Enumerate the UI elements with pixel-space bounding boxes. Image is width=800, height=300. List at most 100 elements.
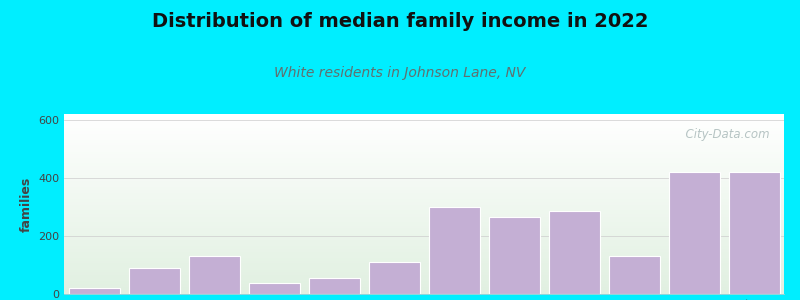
Bar <box>64 251 784 252</box>
Bar <box>64 281 784 282</box>
Bar <box>64 248 784 249</box>
Bar <box>64 148 784 149</box>
Bar <box>64 133 784 134</box>
Bar <box>64 157 784 158</box>
Bar <box>64 236 784 237</box>
Bar <box>64 276 784 277</box>
Bar <box>64 270 784 271</box>
Bar <box>309 278 359 294</box>
Bar <box>669 172 719 294</box>
Bar <box>64 200 784 201</box>
Bar <box>64 117 784 118</box>
Bar <box>64 198 784 199</box>
Bar <box>64 144 784 145</box>
Bar <box>64 246 784 247</box>
Bar <box>369 262 419 294</box>
Bar <box>64 263 784 264</box>
Bar <box>64 221 784 222</box>
Bar <box>64 114 784 115</box>
Bar <box>64 231 784 232</box>
Bar <box>64 118 784 119</box>
Bar <box>64 240 784 241</box>
Bar <box>64 146 784 147</box>
Bar <box>64 247 784 248</box>
Bar <box>64 245 784 246</box>
Bar <box>64 286 784 287</box>
Bar <box>64 184 784 185</box>
Bar <box>64 272 784 273</box>
Bar <box>64 142 784 143</box>
Bar <box>64 134 784 135</box>
Bar <box>64 204 784 205</box>
Bar <box>64 197 784 198</box>
Bar <box>64 277 784 278</box>
Bar <box>64 116 784 117</box>
Bar <box>64 225 784 226</box>
Bar <box>64 207 784 208</box>
Bar <box>64 122 784 123</box>
Bar <box>64 273 784 274</box>
Bar <box>64 169 784 170</box>
Bar <box>64 254 784 255</box>
Bar <box>64 287 784 288</box>
Bar <box>64 206 784 207</box>
Bar <box>64 208 784 209</box>
Bar <box>64 261 784 262</box>
Bar <box>64 191 784 192</box>
Bar <box>64 250 784 251</box>
Bar <box>64 163 784 164</box>
Bar <box>64 237 784 238</box>
Bar <box>64 139 784 140</box>
Bar <box>64 159 784 160</box>
Bar <box>64 291 784 292</box>
Bar <box>64 229 784 230</box>
Bar <box>64 195 784 196</box>
Bar <box>64 166 784 167</box>
Bar <box>64 165 784 166</box>
Bar <box>64 228 784 229</box>
Bar <box>64 174 784 175</box>
Bar <box>729 172 779 294</box>
Bar <box>64 136 784 137</box>
Bar <box>64 275 784 276</box>
Bar <box>189 256 239 294</box>
Bar <box>64 283 784 284</box>
Bar <box>64 155 784 156</box>
Bar <box>64 126 784 127</box>
Bar <box>64 260 784 261</box>
Bar <box>64 226 784 227</box>
Bar <box>64 259 784 260</box>
Bar <box>64 160 784 161</box>
Bar <box>64 140 784 141</box>
Bar <box>64 264 784 265</box>
Bar <box>64 266 784 267</box>
Bar <box>64 203 784 204</box>
Bar <box>64 150 784 151</box>
Bar <box>64 145 784 146</box>
Bar <box>64 192 784 193</box>
Bar <box>64 238 784 239</box>
Bar <box>64 124 784 125</box>
Bar <box>64 212 784 213</box>
Bar <box>64 210 784 211</box>
Bar <box>64 187 784 188</box>
Bar <box>64 234 784 235</box>
Bar <box>64 227 784 228</box>
Bar <box>64 179 784 180</box>
Bar <box>549 211 599 294</box>
Bar <box>64 151 784 152</box>
Bar <box>64 137 784 138</box>
Bar <box>64 235 784 236</box>
Bar <box>64 253 784 254</box>
Bar <box>64 175 784 176</box>
Bar <box>64 147 784 148</box>
Bar <box>64 199 784 200</box>
Bar <box>64 183 784 184</box>
Bar <box>64 119 784 120</box>
Bar <box>64 154 784 155</box>
Bar <box>64 243 784 244</box>
Bar <box>64 230 784 231</box>
Bar <box>64 284 784 285</box>
Bar <box>489 217 539 294</box>
Bar <box>64 186 784 187</box>
